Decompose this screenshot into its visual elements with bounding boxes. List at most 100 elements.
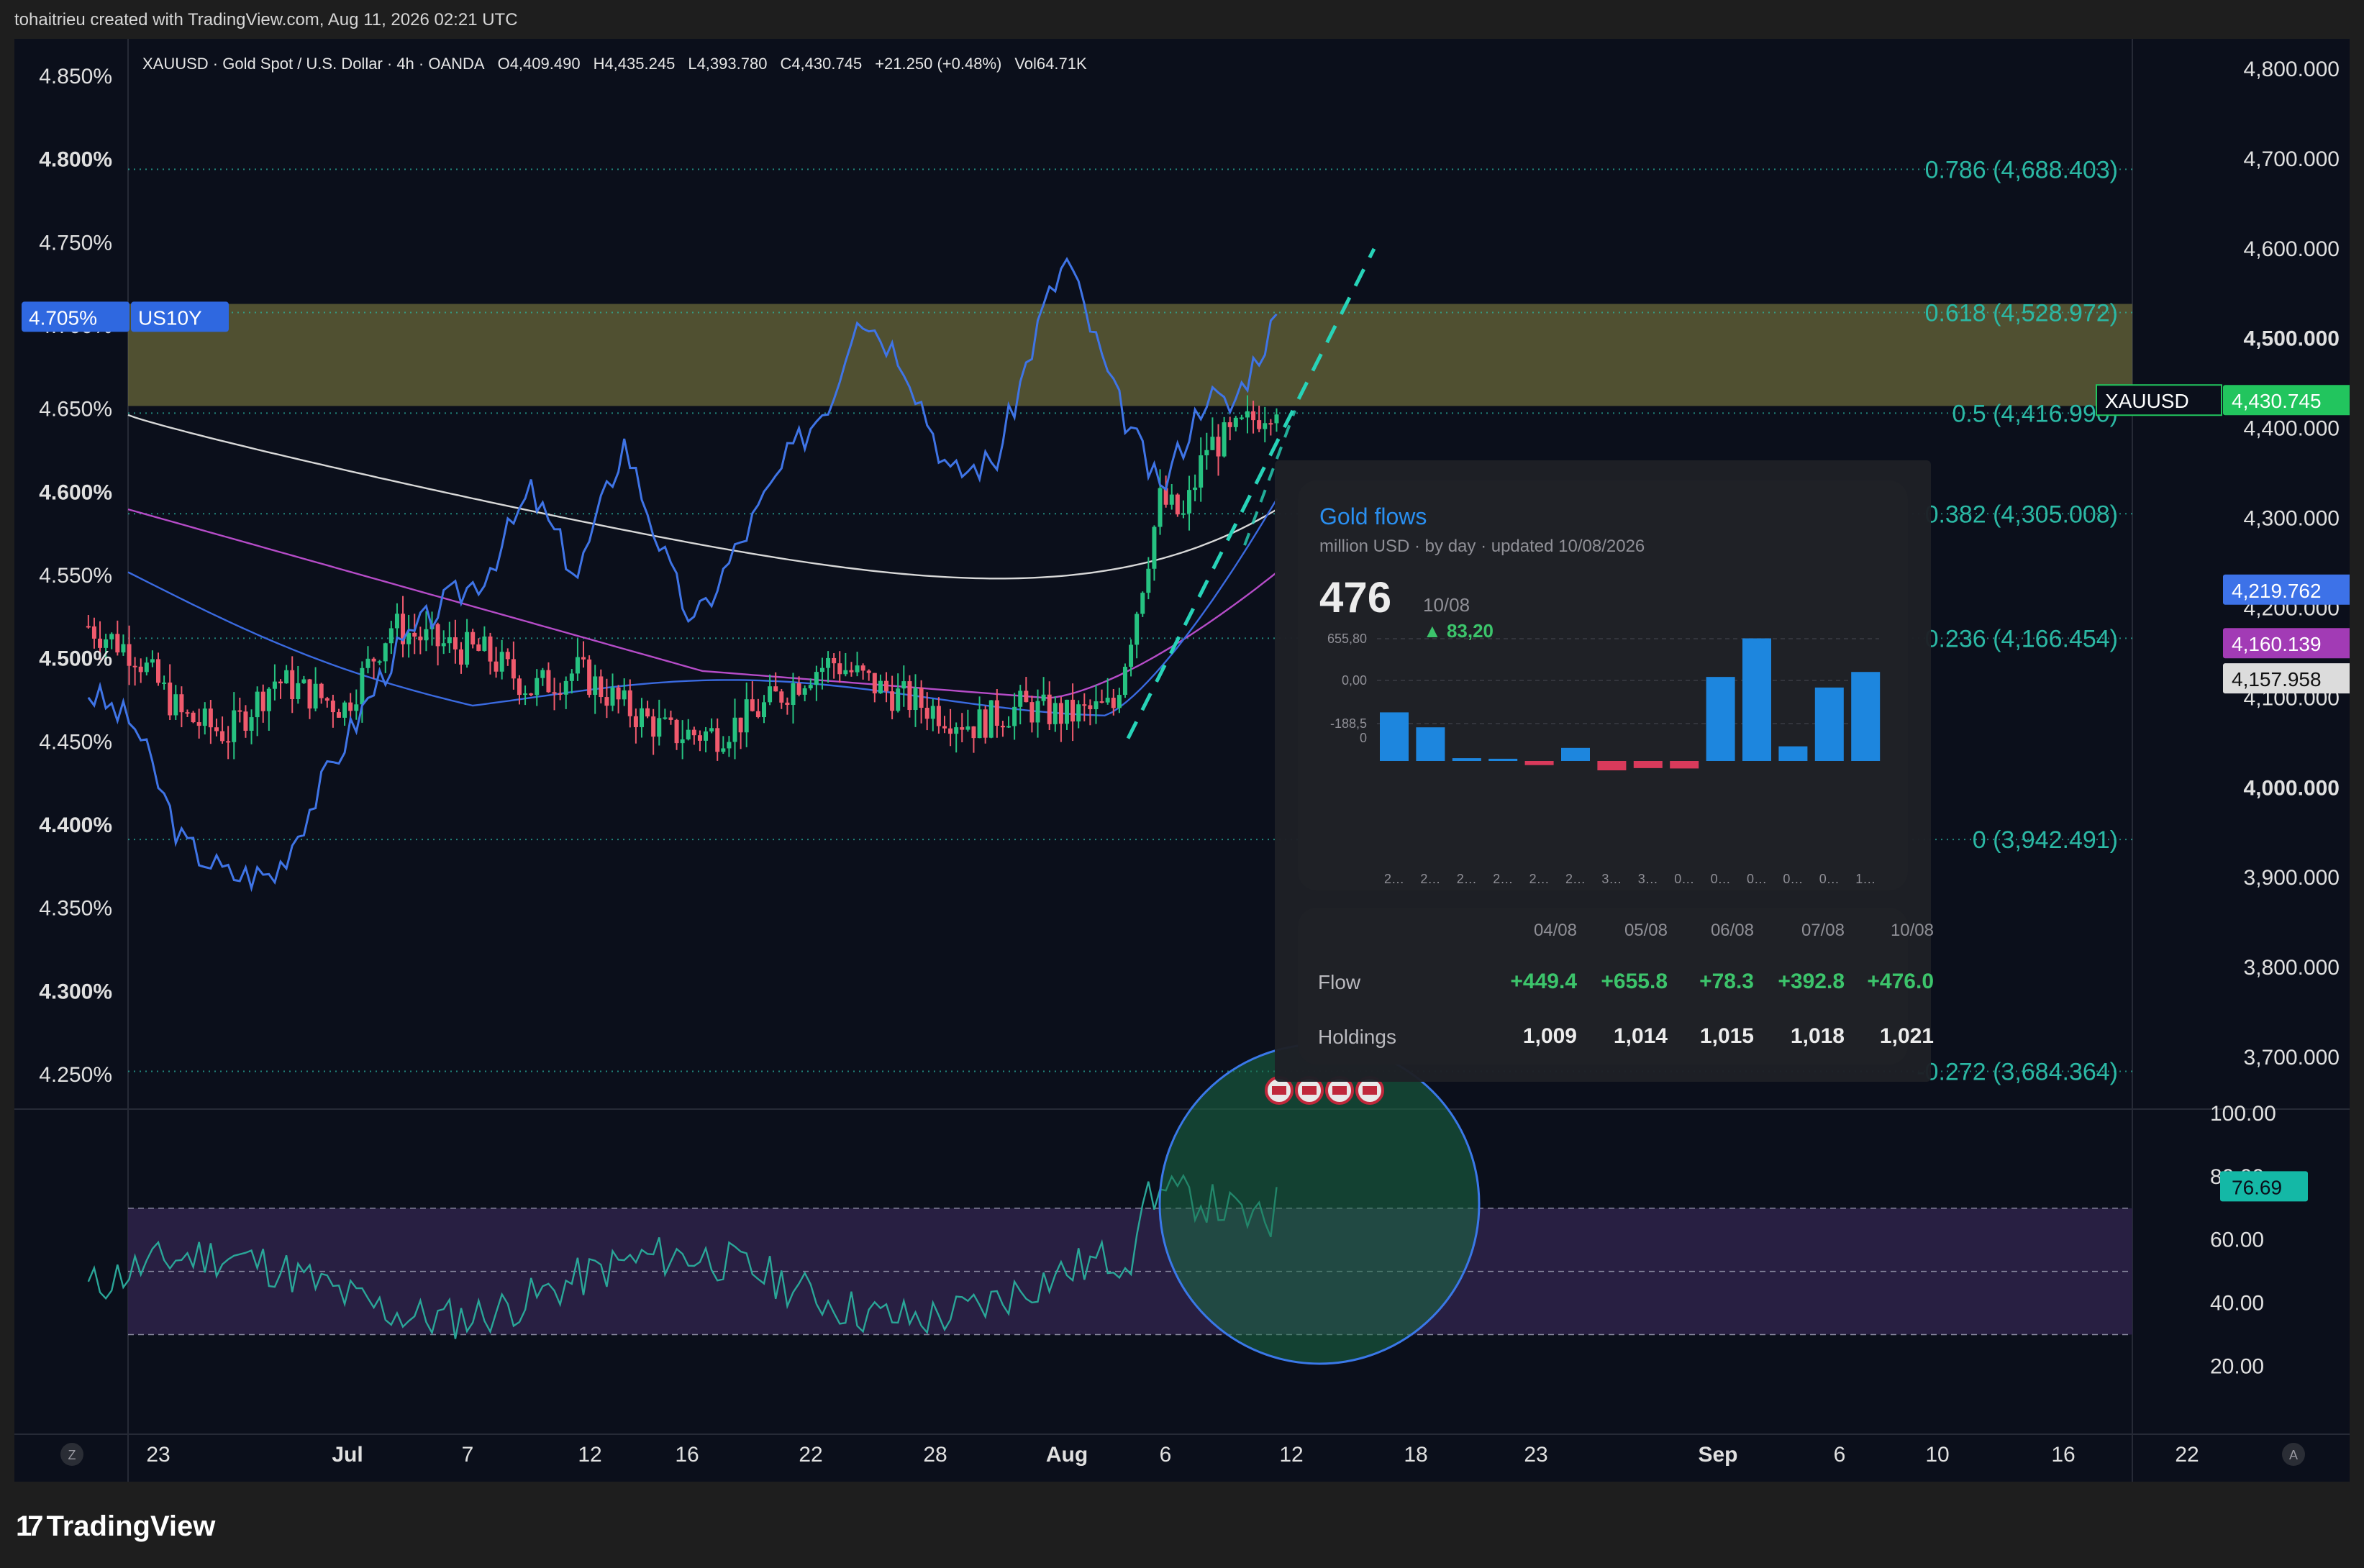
us10y-value-label: 4.705% (29, 306, 97, 329)
candle-body (465, 632, 470, 665)
candle-body (424, 629, 429, 641)
flows-x-label: 1… (1855, 872, 1876, 886)
right-price-label: 4,430.745 (2232, 390, 2322, 412)
rsi-axis-tick: 40.00 (2210, 1292, 2264, 1316)
fib-label: 0.5 (4,416.990) (1952, 400, 2118, 427)
candle-body (494, 661, 499, 672)
candle-body (785, 702, 790, 706)
candle-body (814, 672, 819, 685)
candle-body (208, 708, 213, 728)
candle-body (977, 709, 982, 739)
candle-body (150, 659, 155, 663)
right-axis-tick: 4,000.000 (2244, 776, 2340, 800)
tradingview-logo[interactable]: 17 TradingView (16, 1510, 215, 1543)
candle-body (1135, 614, 1140, 645)
flows-table-flow-value: +449.4 (1510, 970, 1577, 993)
flows-table-holdings-value: 1,018 (1790, 1024, 1845, 1048)
candle-body (1187, 490, 1192, 514)
gold-flows-title: Gold flows (1319, 503, 1427, 529)
candle-body (657, 718, 662, 737)
candle-body (913, 688, 918, 711)
candle-body (441, 643, 446, 647)
candle-body (1181, 513, 1186, 515)
gold-flows-latest-delta: ▲ 83,20 (1423, 620, 1494, 642)
candle-body (896, 688, 901, 711)
candle-body (388, 628, 394, 644)
candle-body (983, 709, 988, 738)
candle-body (511, 659, 516, 679)
candle-body (470, 632, 476, 644)
candle-body (121, 644, 126, 653)
candle-body (523, 693, 528, 696)
chart-frame[interactable]: 0.786 (4,688.403) 0.618 (4,528.972) 0.5 (4… (14, 39, 2360, 1483)
flows-bar (1524, 761, 1554, 765)
time-axis-tick: 28 (923, 1443, 947, 1467)
candle-body (249, 717, 254, 731)
xauusd-name-label: XAUUSD (2105, 390, 2189, 412)
candle-body (1065, 699, 1069, 724)
candle-body (738, 717, 743, 733)
candle-body (1006, 726, 1011, 728)
right-price-badge (2223, 663, 2360, 694)
legend-open: O4,409.490 (498, 55, 581, 73)
zoom-toggle-button[interactable] (60, 1443, 83, 1466)
candle-body (808, 685, 813, 688)
candle-body (220, 731, 225, 742)
candle-body (860, 665, 865, 671)
fib-label: -0.272 (3,684.364) (1917, 1059, 2118, 1086)
candle-body (535, 678, 540, 696)
candle-body (919, 688, 924, 708)
flows-bar (1670, 761, 1699, 769)
auto-scale-button[interactable] (2282, 1443, 2305, 1466)
candle-body (272, 681, 277, 689)
candle-body (1175, 494, 1180, 515)
flows-table-holdings-value: 1,015 (1699, 1024, 1754, 1048)
right-price-badge (2223, 628, 2360, 659)
candle-body (307, 679, 312, 709)
flows-bar (1814, 687, 1844, 761)
candle-body (942, 726, 947, 729)
candle-body (214, 727, 219, 731)
candle-body (1210, 437, 1215, 450)
candle-body (680, 739, 685, 744)
tradingview-brand: TradingView (46, 1510, 216, 1542)
candle-body (960, 727, 965, 730)
candle-body (459, 649, 463, 665)
candle-body (517, 678, 522, 696)
candle-body (616, 687, 621, 700)
flows-x-label: 2… (1565, 872, 1586, 886)
candle-body (709, 728, 714, 731)
right-price-badge (2223, 385, 2360, 416)
right-axis-tick: 4,300.000 (2244, 507, 2340, 531)
us10y-line (87, 257, 1278, 893)
right-price-label: 4,160.139 (2232, 633, 2322, 655)
ma-purple-line (127, 508, 1278, 699)
rsi-value-label: 76.69 (2232, 1176, 2282, 1198)
gold-flows-widget[interactable]: Gold flows million USD · by day · update… (1275, 460, 1934, 1082)
candle-body (255, 691, 260, 718)
candle-body (691, 729, 696, 736)
candle-body (418, 637, 423, 641)
flows-table-holdings-value: 1,009 (1522, 1024, 1577, 1048)
time-axis-tick: 16 (2051, 1443, 2075, 1467)
flows-x-label: 3… (1638, 872, 1658, 886)
flows-y-label: 0,00 (1342, 673, 1367, 688)
candle-body (132, 665, 137, 667)
right-axis-tick: 4,700.000 (2244, 147, 2340, 171)
us-flag-stripe-icon (1363, 1086, 1377, 1095)
fib-label: 0.618 (4,528.972) (1925, 300, 2118, 327)
flows-table-holdings-value: 1,014 (1613, 1024, 1668, 1048)
time-axis-tick: 22 (2175, 1443, 2199, 1467)
left-axis-tick: 4.300% (39, 980, 112, 1003)
candle-body (453, 637, 458, 649)
legend-symbol: XAUUSD · Gold Spot / U.S. Dollar · 4h · … (142, 55, 485, 73)
candle-body (843, 670, 848, 675)
right-axis-tick: 4,600.000 (2244, 237, 2340, 261)
candle-body (872, 673, 877, 693)
candle-body (1088, 705, 1093, 710)
flows-bar (1416, 727, 1445, 761)
gold-flows-summary: Gold flows million USD · by day · update… (1298, 480, 1908, 890)
price-chart[interactable]: 0.786 (4,688.403) 0.618 (4,528.972) 0.5 (4… (14, 39, 2360, 1483)
candle-body (849, 670, 854, 673)
candle-body (319, 683, 324, 698)
